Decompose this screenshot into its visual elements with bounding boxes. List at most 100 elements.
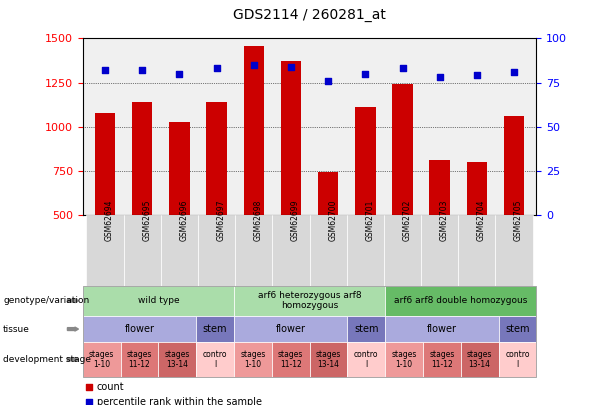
Text: stages
1-10: stages 1-10	[240, 350, 265, 369]
Text: arf6 arf8 double homozygous: arf6 arf8 double homozygous	[394, 296, 527, 305]
Bar	[310, 215, 347, 286]
Bar	[385, 286, 536, 316]
Bar	[384, 215, 421, 286]
FancyArrow shape	[67, 327, 78, 331]
Text: flower: flower	[427, 324, 457, 334]
Bar	[132, 102, 153, 303]
Bar	[430, 160, 450, 303]
Bar	[498, 316, 536, 342]
Text: stages
1-10: stages 1-10	[391, 350, 417, 369]
Text: stages
13-14: stages 13-14	[316, 350, 341, 369]
Text: stages
11-12: stages 11-12	[127, 350, 152, 369]
Point	[398, 65, 408, 72]
Text: stages
13-14: stages 13-14	[467, 350, 492, 369]
Text: count: count	[97, 382, 124, 392]
Bar	[421, 215, 459, 286]
Bar	[504, 116, 524, 303]
Bar	[83, 286, 234, 316]
Text: GSM62697: GSM62697	[216, 200, 226, 241]
Bar	[198, 215, 235, 286]
Bar	[83, 342, 121, 377]
Text: contro
l: contro l	[354, 350, 378, 369]
Point	[435, 74, 444, 81]
Bar	[234, 342, 272, 377]
Text: GSM62699: GSM62699	[291, 200, 300, 241]
Bar	[281, 62, 301, 303]
Point	[249, 62, 259, 68]
Text: flower: flower	[276, 324, 306, 334]
Bar	[169, 122, 189, 303]
Point	[100, 67, 110, 73]
Bar	[347, 215, 384, 286]
Bar	[207, 102, 227, 303]
Bar	[83, 286, 536, 377]
Text: GSM62696: GSM62696	[180, 200, 188, 241]
Bar	[310, 342, 348, 377]
Bar	[124, 215, 161, 286]
Point	[286, 64, 296, 70]
Point	[85, 384, 94, 390]
Bar	[161, 215, 198, 286]
Bar	[385, 316, 498, 342]
Bar	[234, 316, 348, 342]
Bar	[461, 342, 498, 377]
Bar	[234, 286, 385, 316]
Bar	[121, 342, 158, 377]
Point	[323, 77, 333, 84]
Bar	[355, 107, 376, 303]
Text: GSM62704: GSM62704	[477, 200, 486, 241]
Point	[509, 69, 519, 75]
Text: GSM62703: GSM62703	[440, 200, 449, 241]
Text: arf6 heterozygous arf8
homozygous: arf6 heterozygous arf8 homozygous	[257, 291, 362, 310]
Text: genotype/variation: genotype/variation	[3, 296, 89, 305]
FancyArrow shape	[67, 299, 78, 303]
Bar	[348, 342, 385, 377]
Bar	[385, 342, 423, 377]
Bar	[392, 84, 413, 303]
Text: stages
13-14: stages 13-14	[164, 350, 190, 369]
Text: flower: flower	[124, 324, 154, 334]
Text: tissue: tissue	[3, 324, 30, 334]
Text: GSM62701: GSM62701	[365, 200, 375, 241]
Bar	[459, 215, 495, 286]
Text: stages
11-12: stages 11-12	[429, 350, 455, 369]
Text: development stage: development stage	[3, 355, 91, 364]
Bar	[243, 45, 264, 303]
Bar	[196, 342, 234, 377]
Bar	[498, 342, 536, 377]
Point	[85, 399, 94, 405]
Point	[211, 65, 221, 72]
Text: GSM62705: GSM62705	[514, 200, 523, 241]
Bar	[348, 316, 385, 342]
Bar	[95, 113, 115, 303]
Point	[472, 72, 482, 79]
Text: GSM62698: GSM62698	[254, 200, 263, 241]
Bar	[196, 316, 234, 342]
FancyArrow shape	[67, 358, 78, 362]
Text: percentile rank within the sample: percentile rank within the sample	[97, 397, 262, 405]
Bar	[318, 173, 338, 303]
Text: wild type: wild type	[137, 296, 179, 305]
Text: GSM62694: GSM62694	[105, 200, 114, 241]
Bar	[235, 215, 272, 286]
Text: GSM62702: GSM62702	[403, 200, 411, 241]
Bar	[272, 215, 310, 286]
Text: stem: stem	[354, 324, 378, 334]
Bar	[423, 342, 461, 377]
Text: GDS2114 / 260281_at: GDS2114 / 260281_at	[233, 8, 386, 22]
Point	[360, 70, 370, 77]
Text: stem: stem	[505, 324, 530, 334]
Text: contro
l: contro l	[203, 350, 227, 369]
Bar	[86, 215, 124, 286]
Bar	[272, 342, 310, 377]
Bar	[495, 215, 533, 286]
Text: stem: stem	[203, 324, 227, 334]
Text: stages
1-10: stages 1-10	[89, 350, 115, 369]
Bar	[83, 316, 196, 342]
Point	[175, 70, 185, 77]
Bar	[466, 162, 487, 303]
Text: contro
l: contro l	[505, 350, 530, 369]
Text: stages
11-12: stages 11-12	[278, 350, 303, 369]
Text: GSM62695: GSM62695	[142, 200, 151, 241]
Point	[137, 67, 147, 73]
